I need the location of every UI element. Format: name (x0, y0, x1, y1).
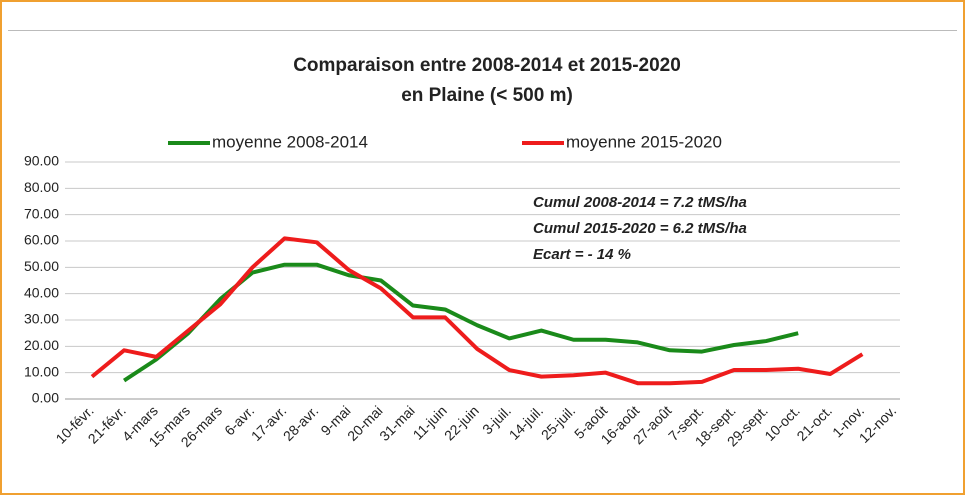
y-tick-label: 40.00 (24, 284, 59, 300)
y-tick-label: 90.00 (24, 153, 59, 169)
x-tick-label: 17-avr. (248, 402, 290, 444)
x-tick-label: 25-juil. (538, 402, 578, 442)
y-tick-label: 50.00 (24, 258, 59, 274)
x-tick-label: 21-oct. (793, 402, 835, 444)
annotation: Cumul 2008-2014 = 7.2 tMS/ha (533, 194, 747, 211)
y-tick-label: 20.00 (24, 337, 59, 353)
chart-title: en Plaine (< 500 m) (401, 85, 573, 106)
x-tick-label: 31-mai (376, 402, 418, 444)
x-tick-label: 28-avr. (280, 402, 322, 444)
chart-title: Comparaison entre 2008-2014 et 2015-2020 (293, 55, 681, 76)
legend-label: moyenne 2015-2020 (566, 132, 722, 151)
x-tick-label: 10-oct. (761, 402, 803, 444)
y-tick-label: 70.00 (24, 205, 59, 221)
annotation: Ecart = - 14 % (533, 246, 631, 263)
legend-label: moyenne 2008-2014 (212, 132, 368, 151)
series-line (90, 236, 864, 386)
x-tick-label: 14-juil. (506, 402, 546, 442)
y-tick-label: 10.00 (24, 363, 59, 379)
x-tick-label: 20-mai (344, 402, 386, 444)
y-tick-label: 30.00 (24, 311, 59, 327)
y-tick-label: 0.00 (32, 390, 59, 406)
x-tick-label: 22-juin (441, 402, 482, 443)
x-tick-label: 11-juin (410, 402, 450, 442)
series-line (123, 262, 799, 383)
annotation: Cumul 2015-2020 = 6.2 tMS/ha (533, 220, 747, 237)
y-tick-label: 80.00 (24, 179, 59, 195)
y-tick-label: 60.00 (24, 232, 59, 248)
separator (8, 30, 957, 31)
